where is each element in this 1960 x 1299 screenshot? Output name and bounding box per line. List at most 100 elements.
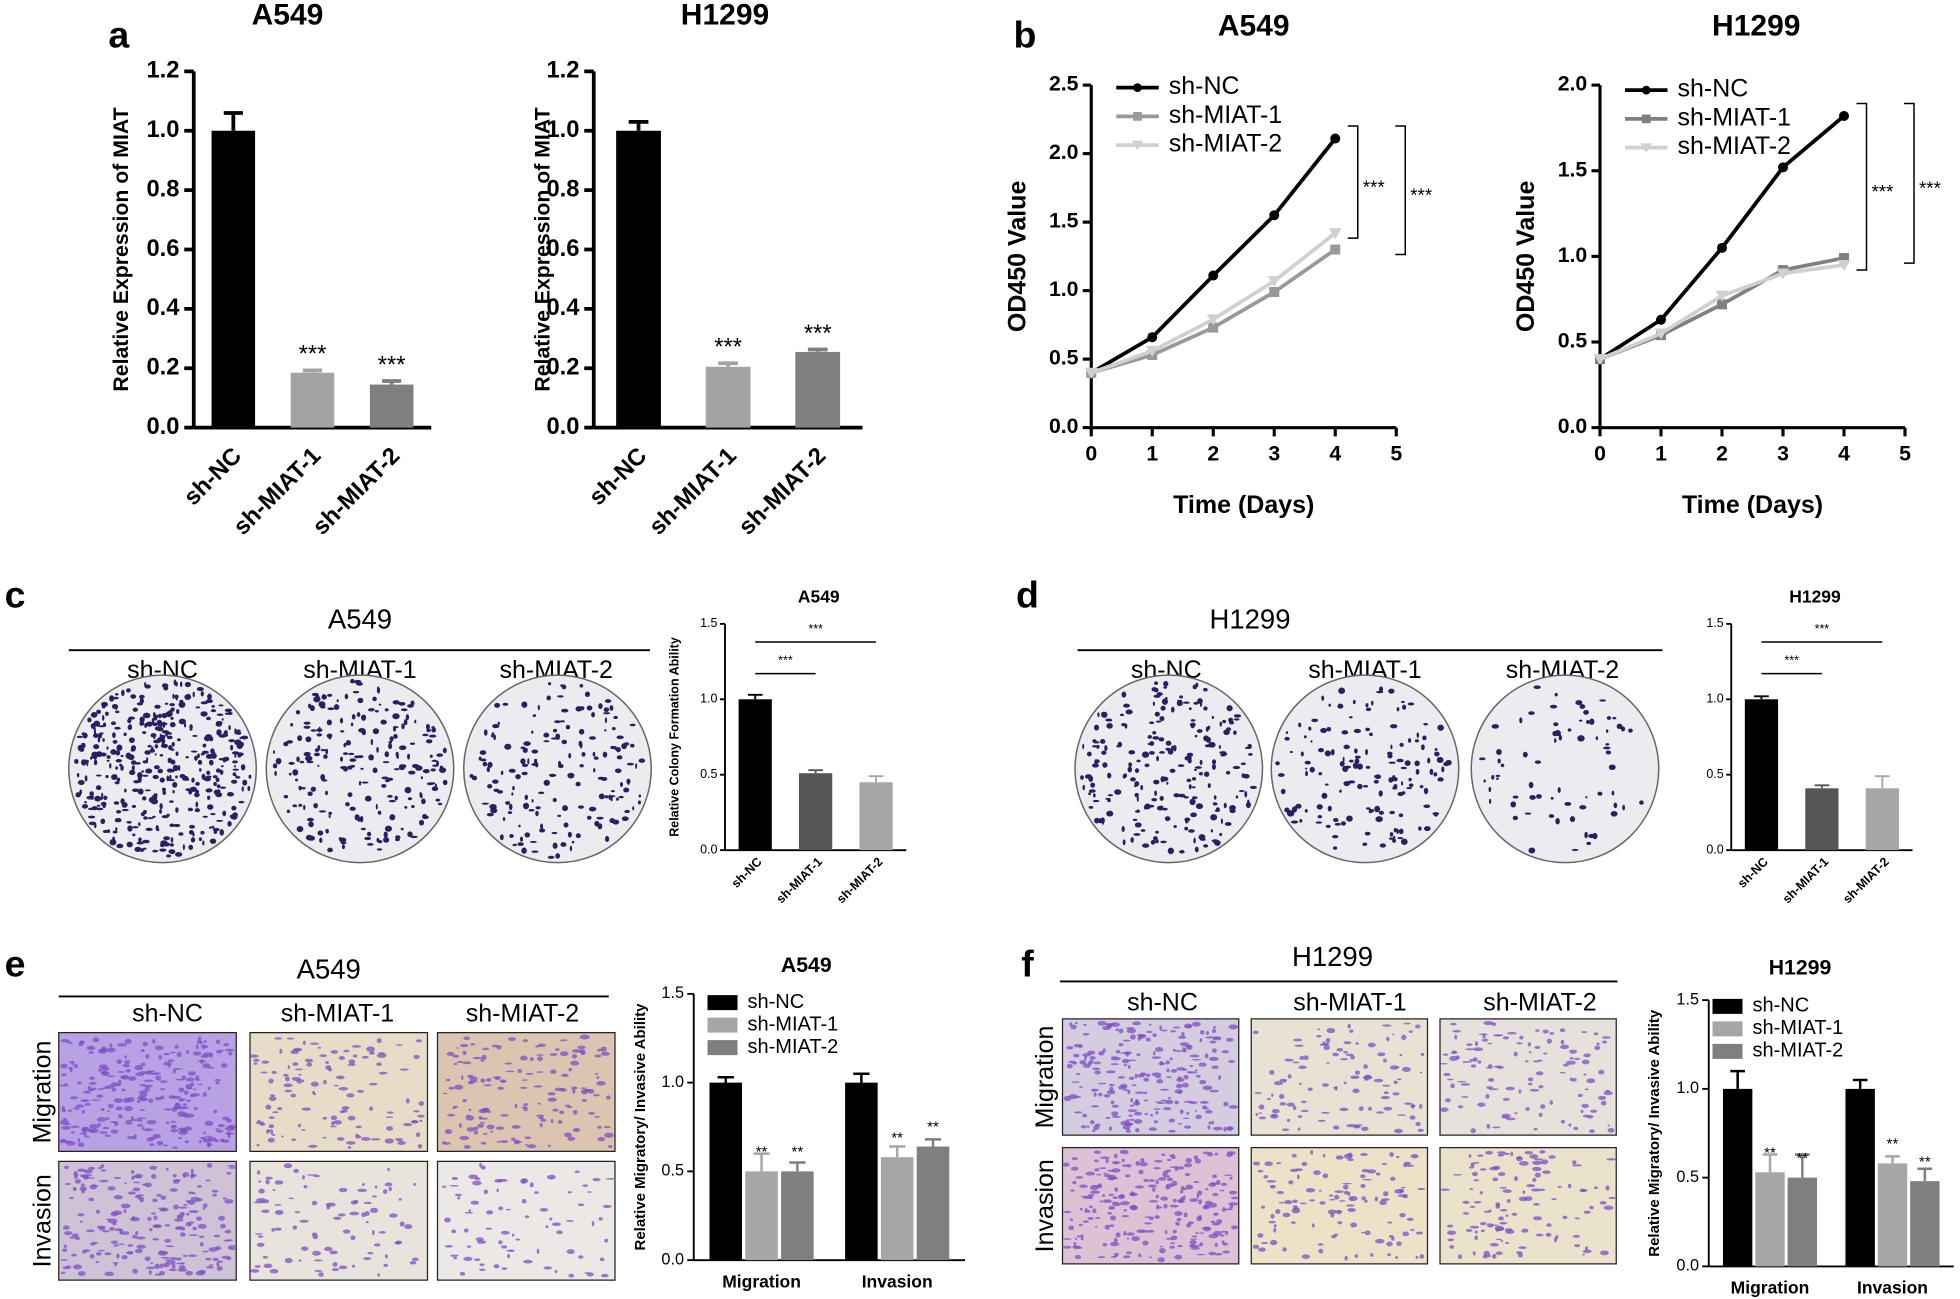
cell: [80, 1099, 89, 1102]
colony: [199, 837, 202, 841]
colony: [551, 832, 557, 834]
colony: [94, 731, 96, 737]
colony: [105, 775, 108, 778]
cell: [1473, 1162, 1480, 1164]
colony: [539, 828, 545, 832]
cell: [1109, 1084, 1115, 1087]
colony: [491, 734, 495, 737]
cell: [1290, 1169, 1298, 1172]
cell: [462, 1061, 471, 1064]
cell: [218, 1050, 223, 1052]
colony: [176, 752, 179, 756]
colony: [521, 848, 527, 854]
cell: [99, 1180, 109, 1183]
cell: [1139, 1162, 1148, 1166]
cell: [1601, 1101, 1607, 1106]
cell: [1186, 1184, 1194, 1189]
cell: [1585, 1246, 1588, 1250]
colony: [616, 747, 621, 752]
cell: [1589, 1206, 1593, 1209]
cell: [130, 1217, 140, 1221]
colony: [93, 755, 97, 760]
cell: [1586, 1078, 1595, 1083]
cell: [1127, 1128, 1130, 1130]
colony: [348, 753, 354, 755]
cell: [1543, 1029, 1549, 1033]
cell: [254, 1062, 258, 1064]
colony: [511, 792, 513, 795]
marker: [1839, 111, 1849, 121]
colony: [233, 772, 237, 776]
colony: [535, 806, 540, 809]
cell: [1309, 1199, 1315, 1201]
cell: [572, 1089, 575, 1094]
colony: [554, 720, 561, 723]
cell: [83, 1091, 92, 1094]
colony: [598, 703, 602, 709]
cell: [1148, 1185, 1157, 1188]
panel-label: a: [108, 14, 130, 56]
cell: [137, 1194, 144, 1196]
cell: [137, 1117, 147, 1119]
cell: [1284, 1200, 1292, 1204]
colony: [503, 817, 505, 821]
cell: [1360, 1153, 1368, 1156]
chart-title: H1299: [1769, 955, 1832, 979]
cell: [1128, 1109, 1138, 1112]
cell: [301, 1129, 305, 1131]
colony: [1163, 686, 1167, 688]
colony: [161, 739, 165, 743]
y-tick-label: 0.0: [546, 413, 579, 440]
cell: [1404, 1103, 1412, 1105]
cell: [1321, 1112, 1330, 1114]
cell: [1231, 1225, 1238, 1229]
cell: [1076, 1073, 1080, 1075]
cell: [601, 1047, 607, 1052]
cell: [1494, 1066, 1502, 1068]
cell: [308, 1145, 317, 1148]
colony: [605, 836, 609, 842]
colony: [196, 706, 201, 708]
colony: [384, 831, 388, 837]
colony: [195, 808, 200, 812]
cell: [1135, 1185, 1144, 1188]
cell: [272, 1134, 276, 1136]
significance-label: ***: [714, 333, 742, 360]
colony: [509, 769, 516, 773]
cell: [1573, 1127, 1578, 1130]
colony: [283, 742, 288, 747]
colony: [145, 684, 151, 688]
transwell-image: [1063, 1019, 1239, 1135]
cell: [349, 1212, 359, 1216]
colony: [320, 705, 325, 708]
colony: [1417, 732, 1420, 738]
cell: [152, 1039, 155, 1044]
cell: [573, 1128, 581, 1132]
cell: [82, 1110, 85, 1114]
cell: [1124, 1051, 1132, 1054]
colony: [533, 714, 537, 717]
y-tick-label: 0.0: [1706, 842, 1723, 856]
cell: [1186, 1223, 1191, 1227]
y-tick-label: 0.4: [546, 294, 580, 321]
colony: [1393, 836, 1395, 839]
colony: [587, 816, 592, 820]
cell: [1292, 1199, 1298, 1203]
cell: [357, 1189, 367, 1193]
colony: [172, 782, 177, 788]
colony: [1089, 806, 1094, 809]
cell: [1293, 1207, 1300, 1210]
legend-label: sh-MIAT-2: [1678, 132, 1791, 160]
colony: [368, 754, 374, 760]
cell: [90, 1254, 95, 1259]
colony: [1301, 751, 1304, 756]
colony: [1286, 731, 1288, 734]
cell: [1196, 1232, 1199, 1234]
colony: [1621, 726, 1625, 731]
cell: [1496, 1204, 1501, 1209]
colony: [483, 762, 488, 767]
cell: [1492, 1127, 1500, 1129]
colony: [523, 747, 528, 752]
colony: [103, 722, 106, 727]
colony: [109, 763, 111, 768]
